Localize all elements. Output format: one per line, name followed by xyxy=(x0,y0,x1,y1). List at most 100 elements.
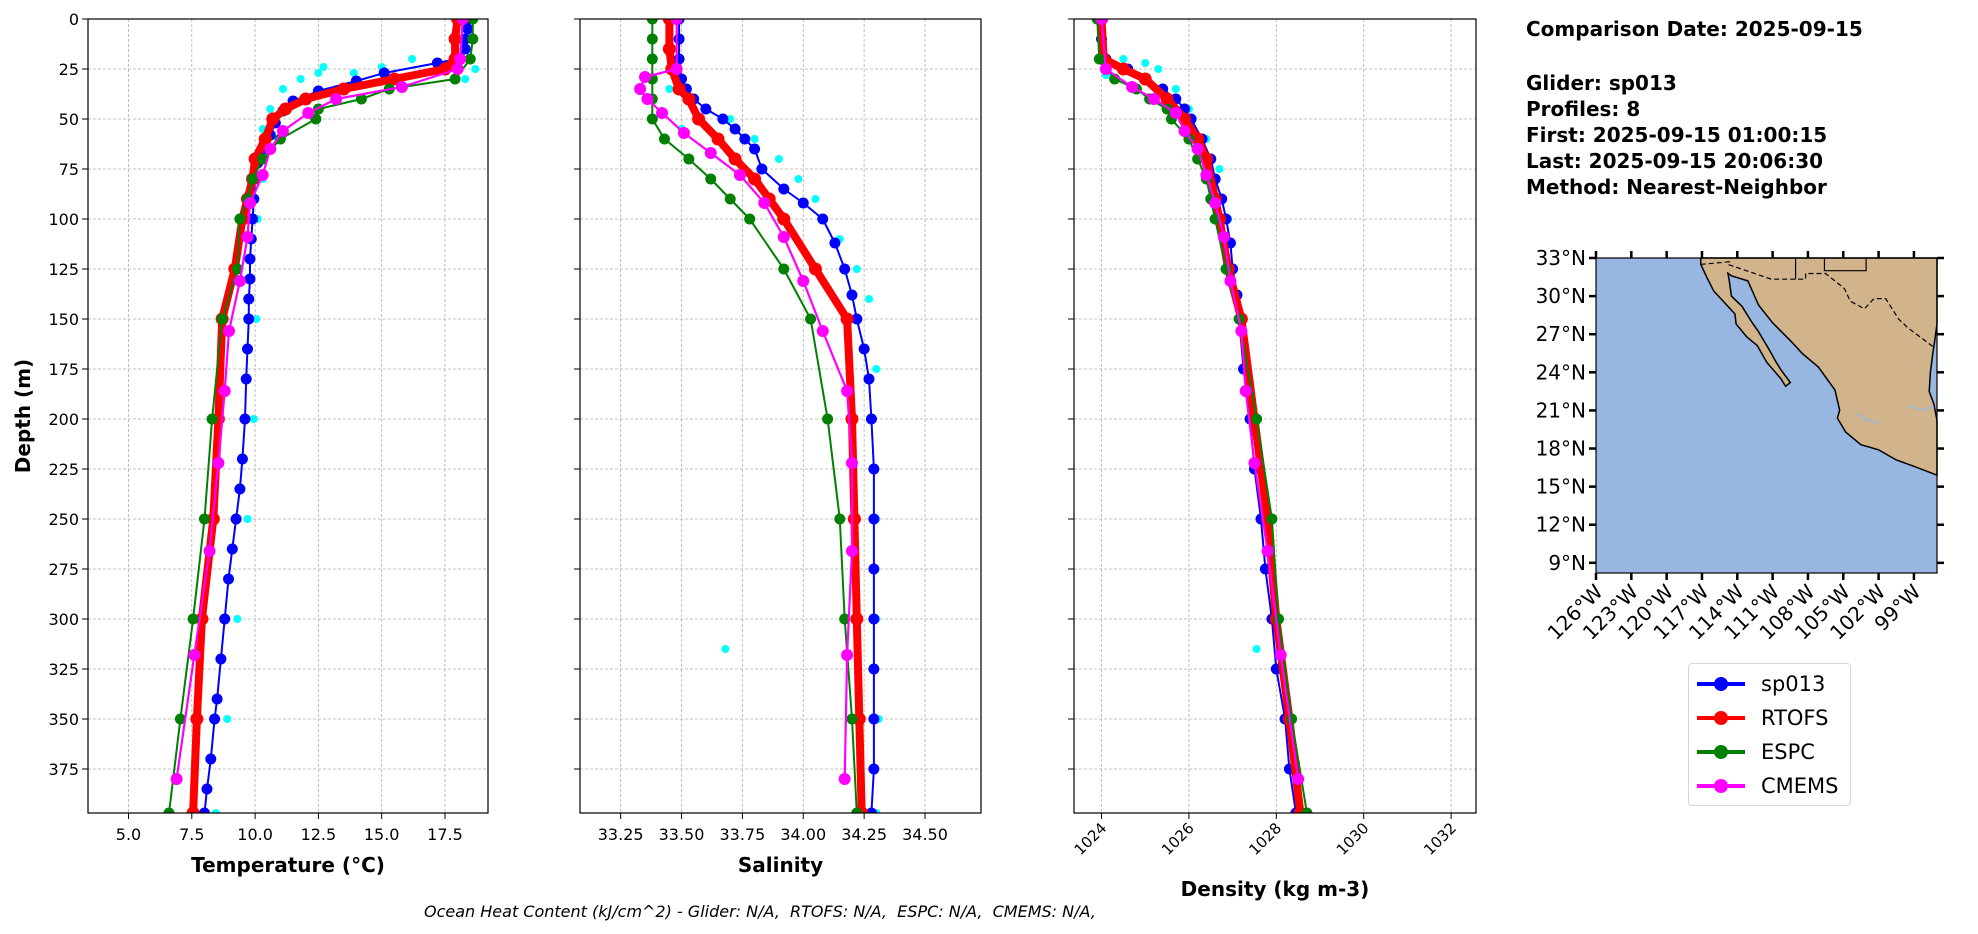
series-point-sp013 xyxy=(749,143,761,155)
x-axis-label: Temperature (°C) xyxy=(191,853,385,877)
series-point-espc xyxy=(234,213,246,225)
series-point-espc xyxy=(198,513,210,525)
series-point-sp013 xyxy=(226,543,238,555)
series-point-rtofs xyxy=(728,152,742,166)
lat-tick-label: 18°N xyxy=(1536,437,1586,461)
profile-scatter-point xyxy=(1119,55,1128,63)
series-point-espc xyxy=(744,213,756,225)
series-point-espc xyxy=(646,53,658,65)
y-tick-label: 125 xyxy=(48,260,79,279)
y-tick-label: 250 xyxy=(48,510,79,529)
series-point-rtofs xyxy=(672,82,686,96)
profile-scatter-point xyxy=(296,75,305,83)
series-point-rtofs xyxy=(850,612,864,626)
series-point-sp013 xyxy=(239,413,251,425)
series-point-cmems xyxy=(276,125,289,137)
series-point-cmems xyxy=(639,71,652,83)
profile-scatter-point xyxy=(223,715,232,723)
legend-swatch xyxy=(1697,771,1745,801)
series-point-espc xyxy=(805,313,817,325)
data-layer xyxy=(163,19,480,813)
x-tick-label: 34.25 xyxy=(841,825,887,844)
lat-tick-label: 24°N xyxy=(1536,360,1586,384)
series-point-espc xyxy=(778,263,790,275)
lat-tick-label: 15°N xyxy=(1536,475,1586,499)
series-point-sp013 xyxy=(865,413,877,425)
series-point-sp013 xyxy=(378,67,390,79)
series-point-rtofs xyxy=(266,112,280,126)
y-tick-label: 225 xyxy=(48,460,79,479)
series-point-sp013 xyxy=(462,23,474,35)
series-point-cmems xyxy=(1191,143,1204,155)
series-point-cmems xyxy=(1178,125,1191,137)
profile-scatter-point xyxy=(249,415,258,423)
river xyxy=(1854,412,1879,424)
x-tick-label: 12.5 xyxy=(301,825,337,844)
series-point-espc xyxy=(1286,713,1298,725)
x-tick-label: 34.00 xyxy=(780,825,826,844)
series-point-sp013 xyxy=(729,123,741,135)
x-tick-label: 34.50 xyxy=(902,825,948,844)
series-point-sp013 xyxy=(756,163,768,175)
series-point-cmems xyxy=(1209,197,1222,209)
series-point-espc xyxy=(839,613,851,625)
series-point-sp013 xyxy=(243,293,255,305)
series-point-cmems xyxy=(1239,385,1252,397)
series-point-cmems xyxy=(845,545,858,557)
y-tick-label: 75 xyxy=(59,160,79,179)
series-point-cmems xyxy=(264,143,277,155)
series-point-cmems xyxy=(1200,169,1213,181)
y-tick-label: 200 xyxy=(48,410,79,429)
profile-scatter-point xyxy=(319,63,328,71)
series-point-rtofs xyxy=(186,806,200,813)
series-point-sp013 xyxy=(236,453,248,465)
series-point-sp013 xyxy=(817,213,829,225)
profile-scatter-point xyxy=(252,315,261,323)
glider-name: Glider: sp013 xyxy=(1526,71,1677,95)
series-point-rtofs xyxy=(748,172,762,186)
series-point-rtofs xyxy=(840,312,854,326)
lat-tick-label: 12°N xyxy=(1536,513,1586,537)
x-tick-label: 33.75 xyxy=(719,825,765,844)
profile-scatter-point xyxy=(408,55,417,63)
data-layer xyxy=(634,19,883,813)
series-point-cmems xyxy=(218,385,231,397)
profile-count: Profiles: 8 xyxy=(1526,97,1641,121)
series-point-rtofs xyxy=(448,32,462,46)
series-point-cmems xyxy=(454,53,467,65)
series-point-sp013 xyxy=(839,263,851,275)
x-tick-label: 17.5 xyxy=(427,825,463,844)
series-point-cmems xyxy=(733,169,746,181)
series-line-rtofs xyxy=(189,19,462,813)
series-point-cmems xyxy=(1274,649,1287,661)
series-point-cmems xyxy=(838,773,851,785)
y-tick-label: 175 xyxy=(48,360,79,379)
series-point-cmems xyxy=(223,325,236,337)
y-tick-label: 25 xyxy=(59,60,79,79)
series-point-cmems xyxy=(641,93,654,105)
ocean-heat-content-note: Ocean Heat Content (kJ/cm^2) - Glider: N… xyxy=(424,902,1096,921)
profile-scatter-point xyxy=(1215,165,1224,173)
y-tick-label: 375 xyxy=(48,760,79,779)
profile-scatter-point xyxy=(278,85,287,93)
profile-panel-3: 1024 1026 1028 1030 1032 Density (kg m-3) xyxy=(1068,18,1477,901)
y-axis-label: Depth (m) xyxy=(11,359,35,473)
series-point-espc xyxy=(683,153,695,165)
series-point-sp013 xyxy=(858,343,870,355)
series-point-espc xyxy=(449,73,461,85)
series-point-cmems xyxy=(170,773,183,785)
profile-scatter-point xyxy=(726,115,735,123)
series-point-sp013 xyxy=(797,197,809,209)
series-point-rtofs xyxy=(337,82,351,96)
series-point-cmems xyxy=(1292,773,1305,785)
series-point-cmems xyxy=(634,83,647,95)
series-point-cmems xyxy=(677,127,690,139)
legend-swatch xyxy=(1697,703,1745,733)
series-point-sp013 xyxy=(219,613,231,625)
profile-scatter-point xyxy=(811,195,820,203)
series-point-sp013 xyxy=(739,133,751,145)
profile-scatter-point xyxy=(1141,59,1150,67)
y-tick-label: 300 xyxy=(48,610,79,629)
series-point-rtofs xyxy=(190,712,204,726)
